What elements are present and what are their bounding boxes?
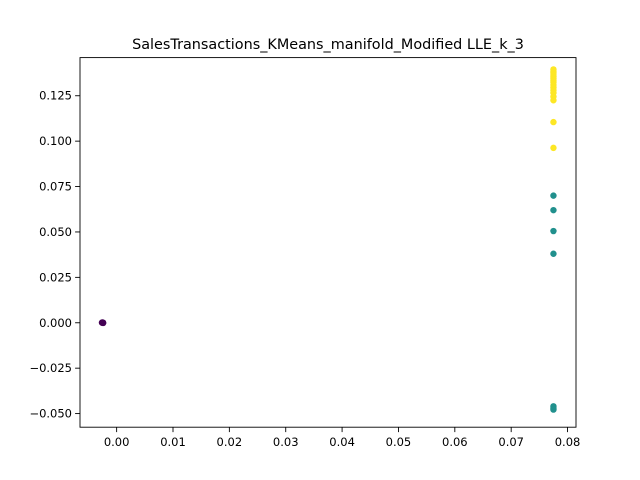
data-point-cluster-1-3 [550, 251, 556, 257]
y-tick-label: −0.050 [29, 407, 72, 421]
data-point-cluster-2-13 [550, 97, 556, 103]
x-tick-label: 0.06 [442, 435, 468, 449]
y-tick-label: 0.025 [39, 270, 72, 284]
data-point-cluster-1-2 [550, 228, 556, 234]
x-tick-label: 0.01 [160, 435, 186, 449]
y-tick-label: 0.050 [39, 225, 72, 239]
y-tick-label: 0.075 [39, 180, 72, 194]
x-tick-label: 0.03 [273, 435, 299, 449]
data-point-cluster-1-1 [550, 207, 556, 213]
x-tick-label: 0.04 [329, 435, 355, 449]
x-tick-label: 0.00 [104, 435, 130, 449]
x-tick-label: 0.02 [217, 435, 243, 449]
x-tick-label: 0.07 [498, 435, 524, 449]
y-tick-label: −0.025 [29, 361, 72, 375]
data-point-cluster-0-4 [100, 320, 106, 326]
data-point-cluster-2-15 [550, 145, 556, 151]
y-tick-label: 0.100 [39, 134, 72, 148]
chart-title: SalesTransactions_KMeans_manifold_Modifi… [132, 37, 524, 53]
y-tick-label: 0.000 [39, 316, 72, 330]
data-point-cluster-2-14 [550, 119, 556, 125]
y-tick-label: 0.125 [39, 89, 72, 103]
x-tick-label: 0.08 [555, 435, 581, 449]
data-point-cluster-1-6 [550, 406, 556, 412]
x-tick-label: 0.05 [386, 435, 412, 449]
data-point-cluster-1-0 [550, 192, 556, 198]
